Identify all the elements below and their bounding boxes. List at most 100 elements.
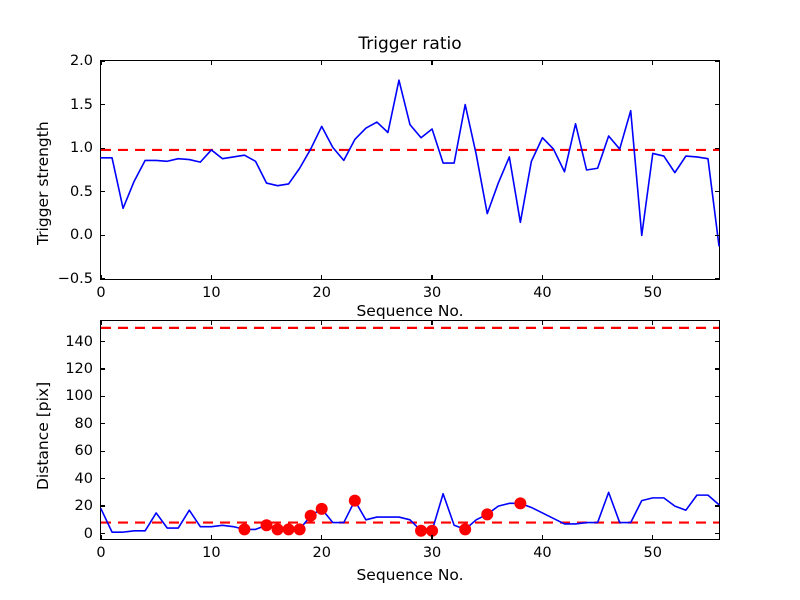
- x-tick-mark-bottom: [652, 275, 654, 279]
- x-tick-mark: [321, 61, 323, 65]
- x-tick-mark-bottom: [321, 275, 323, 279]
- data-line: [100, 79, 720, 247]
- x-tick-mark: [100, 321, 102, 325]
- x-tick-mark: [210, 61, 212, 65]
- y-tick-mark: [101, 450, 105, 452]
- y-tick-mark: [101, 505, 105, 507]
- trigger-ratio-axes: Trigger ratio −0.5 0.0 0.5 1.0 1.5 2.0 0 10 20 30…: [58, 34, 720, 301]
- x-tick-label: 20: [312, 545, 331, 561]
- y-tick-label: 40: [74, 470, 93, 487]
- y-tick-mark: [101, 147, 105, 149]
- x-tick-mark-bottom: [541, 535, 544, 539]
- x-tick-label: 30: [422, 545, 442, 561]
- x-tick-mark: [541, 321, 544, 325]
- x-tick-label: 0: [96, 545, 106, 561]
- y-tick-label: −0.5: [57, 271, 93, 287]
- y-tick-mark-right: [715, 395, 719, 397]
- data-marker: [282, 523, 295, 536]
- trigger-ratio-ylabel: Trigger strength: [34, 121, 52, 245]
- x-tick-mark-bottom: [100, 535, 102, 539]
- y-tick-label: 1.0: [69, 140, 93, 157]
- y-tick-mark-right: [715, 532, 719, 535]
- x-tick-mark-bottom: [210, 275, 212, 279]
- y-tick-label: 0.0: [69, 227, 93, 244]
- y-tick-mark-right: [715, 60, 719, 62]
- y-tick-label: 80: [74, 415, 93, 432]
- y-tick-mark: [101, 278, 105, 280]
- data-marker: [415, 524, 428, 537]
- data-marker: [459, 523, 472, 536]
- y-tick-label: 20: [74, 498, 93, 515]
- y-tick-mark-right: [715, 104, 719, 106]
- x-tick-mark: [541, 61, 544, 65]
- y-tick-mark-right: [715, 340, 719, 343]
- data-marker: [304, 509, 317, 522]
- x-tick-mark: [652, 61, 654, 65]
- trigger-ratio-xlabel: Sequence No.: [356, 302, 464, 320]
- data-marker: [348, 494, 361, 507]
- y-tick-label: 100: [65, 388, 93, 405]
- trigger-ratio-title: Trigger ratio: [358, 34, 462, 54]
- y-tick-mark: [101, 234, 105, 236]
- y-tick-mark-right: [715, 450, 719, 452]
- y-tick-mark: [101, 423, 105, 425]
- y-tick-mark-right: [715, 505, 719, 507]
- x-tick-mark-bottom: [431, 535, 433, 539]
- x-tick-mark-bottom: [541, 275, 544, 279]
- x-tick-label: 40: [533, 285, 552, 301]
- distance-plot: [100, 326, 720, 537]
- distance-ylabel: Distance [pix]: [34, 381, 52, 490]
- distance-axes: 0 20 40 60 80 100 120 140 0 10 20 30 40 50: [65, 320, 720, 561]
- x-tick-label: 50: [643, 285, 663, 301]
- x-tick-mark-bottom: [652, 535, 654, 539]
- x-tick-label: 10: [202, 285, 221, 301]
- x-tick-label: 10: [202, 545, 221, 561]
- x-tick-label: 30: [422, 285, 442, 301]
- y-tick-mark-right: [715, 147, 719, 149]
- distance-xlabel: Sequence No.: [356, 566, 464, 584]
- y-tick-mark-right: [715, 191, 719, 193]
- y-tick-mark: [101, 395, 105, 397]
- x-tick-mark: [431, 61, 433, 65]
- x-tick-label: 50: [643, 545, 663, 561]
- x-tick-mark-bottom: [100, 275, 102, 279]
- x-tick-mark: [100, 61, 102, 65]
- y-tick-mark: [101, 104, 105, 106]
- x-tick-label: 40: [533, 545, 552, 561]
- y-tick-mark-right: [715, 368, 719, 370]
- y-tick-mark: [101, 60, 105, 62]
- y-tick-label: 1.5: [69, 96, 93, 113]
- y-tick-label: 2.0: [69, 53, 93, 69]
- x-tick-label: 0: [96, 285, 106, 301]
- x-tick-mark-bottom: [321, 535, 323, 539]
- y-tick-mark: [101, 478, 105, 480]
- data-line: [100, 491, 720, 533]
- x-tick-mark-bottom: [210, 535, 212, 539]
- y-tick-mark: [101, 368, 105, 370]
- y-tick-mark: [101, 191, 105, 193]
- data-marker: [481, 508, 494, 521]
- x-tick-mark: [652, 321, 654, 325]
- x-tick-label: 20: [312, 285, 331, 301]
- trigger-ratio-plot: [100, 79, 720, 247]
- y-tick-mark-right: [715, 278, 719, 280]
- data-marker: [238, 523, 251, 536]
- x-tick-mark: [321, 321, 323, 325]
- y-tick-mark: [101, 340, 105, 343]
- data-marker: [514, 497, 527, 510]
- x-tick-mark: [210, 321, 212, 325]
- y-tick-label: 60: [74, 443, 93, 460]
- y-tick-label: 0.5: [69, 183, 93, 200]
- x-tick-mark: [431, 321, 433, 325]
- x-tick-mark-bottom: [431, 275, 433, 279]
- y-tick-label: 140: [65, 333, 93, 350]
- data-marker: [271, 523, 284, 536]
- y-tick-mark-right: [715, 478, 719, 480]
- y-tick-label: 120: [65, 360, 93, 377]
- y-tick-mark: [101, 532, 105, 535]
- y-tick-label: 0: [83, 525, 93, 542]
- data-marker: [293, 523, 306, 536]
- data-marker: [260, 519, 273, 532]
- y-tick-mark-right: [715, 234, 719, 236]
